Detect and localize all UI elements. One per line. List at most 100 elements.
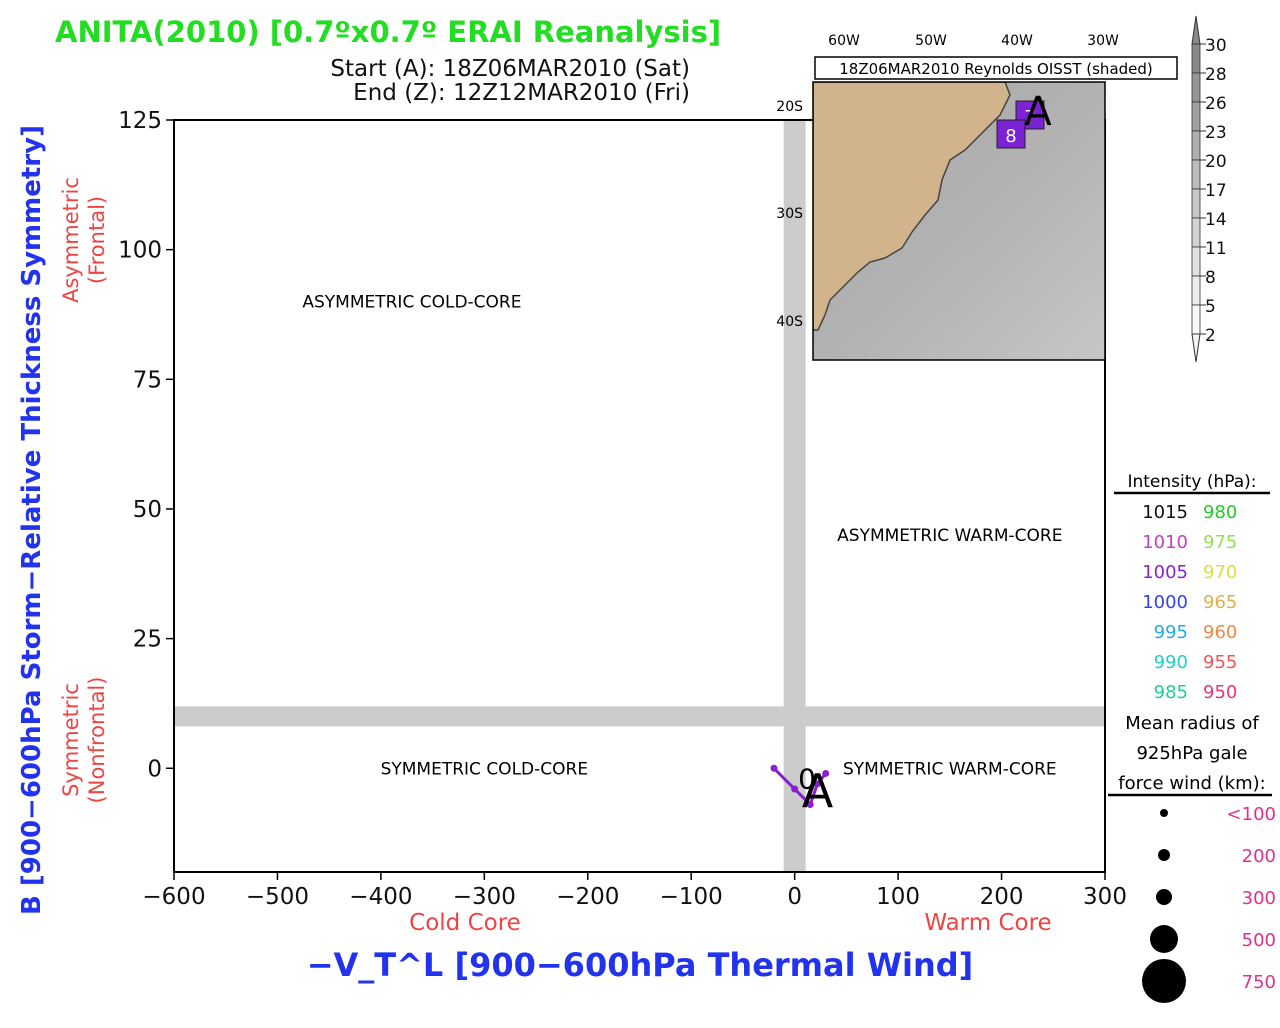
colorbar-swatch [1191, 275, 1201, 306]
colorbar-swatch [1191, 130, 1201, 161]
radius-label: 200 [1242, 846, 1276, 867]
inset-border [812, 81, 1106, 361]
track-point [770, 764, 778, 772]
lon-label-40w: 40W [1001, 33, 1033, 49]
intensity-legend: Intensity (hPa): 1015 980 1010 975 1005 970 10… [1114, 472, 1270, 703]
plot-border [173, 119, 1106, 873]
colorbar-swatch [1191, 101, 1201, 132]
inset-title: 18Z06MAR2010 Reynolds OISST (shaded) [839, 60, 1153, 78]
colorbar-bottom-arrow [1191, 333, 1201, 363]
intensity-value: 1010 [1142, 532, 1188, 553]
intensity-value: 975 [1203, 532, 1237, 553]
start-time-label: Start (A): 18Z06MAR2010 (Sat) [330, 56, 690, 82]
intensity-value: 1015 [1142, 502, 1188, 523]
radius-label: 300 [1242, 888, 1276, 909]
intensity-value: 980 [1203, 502, 1237, 523]
radius-legend: Mean radius of 925hPa gale force wind (km)… [1108, 713, 1276, 1003]
track-point [791, 785, 799, 793]
radius-symbol [1160, 809, 1168, 817]
x-tick-label: −300 [453, 884, 516, 910]
intensity-value: 1000 [1142, 592, 1188, 613]
colorbar-label: 17 [1205, 181, 1227, 201]
y-sublabel-asymmetric: Asymmetric [59, 177, 83, 303]
x-tick-label: 300 [1083, 884, 1127, 910]
colorbar-swatch [1191, 159, 1201, 190]
x-tick-label: −600 [142, 884, 205, 910]
radius-symbol [1150, 925, 1178, 953]
horizontal-band [174, 706, 1105, 727]
track-label-day8: 8 [1005, 126, 1016, 147]
radius-symbol [1156, 889, 1172, 905]
colorbar-label: 8 [1205, 268, 1216, 288]
inset-lon-labels: 60W 50W 40W 30W [828, 33, 1119, 49]
y-sublabels: Symmetric (Nonfrontal) Asymmetric (Front… [59, 177, 109, 803]
colorbar-label: 11 [1205, 239, 1227, 259]
colorbar-swatch [1191, 246, 1201, 277]
x-tick-label: 0 [787, 884, 802, 910]
track-day-marker: 0 [798, 763, 816, 796]
colorbar-label: 20 [1205, 152, 1227, 172]
intensity-value: 995 [1154, 622, 1188, 643]
track-box-day8 [996, 119, 1026, 149]
colorbar-swatch [1191, 188, 1201, 219]
lon-label-50w: 50W [915, 33, 947, 49]
intensity-value: 985 [1154, 682, 1188, 703]
intensity-value: 955 [1203, 652, 1237, 673]
radius-label: 750 [1242, 972, 1276, 993]
lat-label-20s: 20S [776, 99, 803, 115]
intensity-value: 965 [1203, 592, 1237, 613]
inset-land [813, 82, 1011, 331]
y-axis-title: B [900−600hPa Storm−Relative Thickness S… [17, 125, 47, 915]
y-tick-label: 50 [133, 497, 162, 523]
x-axis: −600 −500 −400 −300 −200 −100 0 100 200 300 [142, 872, 1127, 910]
lat-label-40s: 40S [776, 314, 803, 330]
y-tick-label: 75 [133, 367, 162, 393]
x-tick-label: −400 [349, 884, 412, 910]
colorbar-label: 5 [1205, 297, 1216, 317]
radius-symbol [1158, 849, 1170, 861]
y-sublabel-nonfrontal: (Nonfrontal) [85, 677, 109, 804]
colorbar-swatch [1191, 304, 1201, 335]
quadrant-label: ASYMMETRIC COLD-CORE [302, 293, 521, 313]
radius-symbol [1142, 959, 1186, 1003]
inset-isotherm [929, 269, 1105, 360]
intensity-value: 1005 [1142, 562, 1188, 583]
y-axis: 0 25 50 75 100 125 [118, 108, 174, 782]
track-point [822, 769, 830, 777]
y-tick-label: 0 [147, 756, 162, 782]
intensity-value: 990 [1154, 652, 1188, 673]
track-label-day7: 7 [1024, 107, 1035, 128]
x-tick-label: −500 [246, 884, 309, 910]
end-time-label: End (Z): 12Z12MAR2010 (Fri) [353, 80, 690, 106]
x-tick-label: 200 [980, 884, 1024, 910]
lon-label-60w: 60W [828, 33, 860, 49]
inset-lat-labels: 20S 30S 40S [776, 99, 803, 330]
colorbar-swatch [1191, 217, 1201, 248]
x-sublabel-cold: Cold Core [409, 910, 521, 936]
radius-legend-title: Mean radius of [1125, 713, 1259, 734]
lat-label-30s: 30S [776, 206, 803, 222]
cyclone-track: A0 [770, 763, 834, 818]
x-sublabel-warm: Warm Core [924, 910, 1051, 936]
quadrant-label: ASYMMETRIC WARM-CORE [837, 526, 1062, 546]
inset-title-box [814, 56, 1178, 80]
radius-legend-title: 925hPa gale [1136, 743, 1247, 764]
intensity-legend-title: Intensity (hPa): [1127, 472, 1256, 492]
radius-legend-title: force wind (km): [1118, 773, 1265, 794]
x-tick-label: −200 [556, 884, 619, 910]
chart-title: ANITA(2010) [0.7ºx0.7º ERAI Reanalysis] [55, 15, 721, 49]
colorbar-label: 28 [1205, 65, 1227, 85]
quadrant-labels: ASYMMETRIC COLD-CORE ASYMMETRIC WARM-CORE… [302, 293, 1062, 780]
lon-label-30w: 30W [1087, 33, 1119, 49]
colorbar-swatch [1191, 43, 1201, 74]
y-tick-label: 125 [118, 108, 162, 134]
colorbar-swatch [1191, 72, 1201, 103]
x-tick-label: −100 [660, 884, 723, 910]
y-sublabel-symmetric: Symmetric [59, 683, 83, 797]
intensity-value: 960 [1203, 622, 1237, 643]
track-point [806, 801, 814, 809]
x-tick-label: 100 [876, 884, 920, 910]
vertical-band [783, 120, 806, 872]
